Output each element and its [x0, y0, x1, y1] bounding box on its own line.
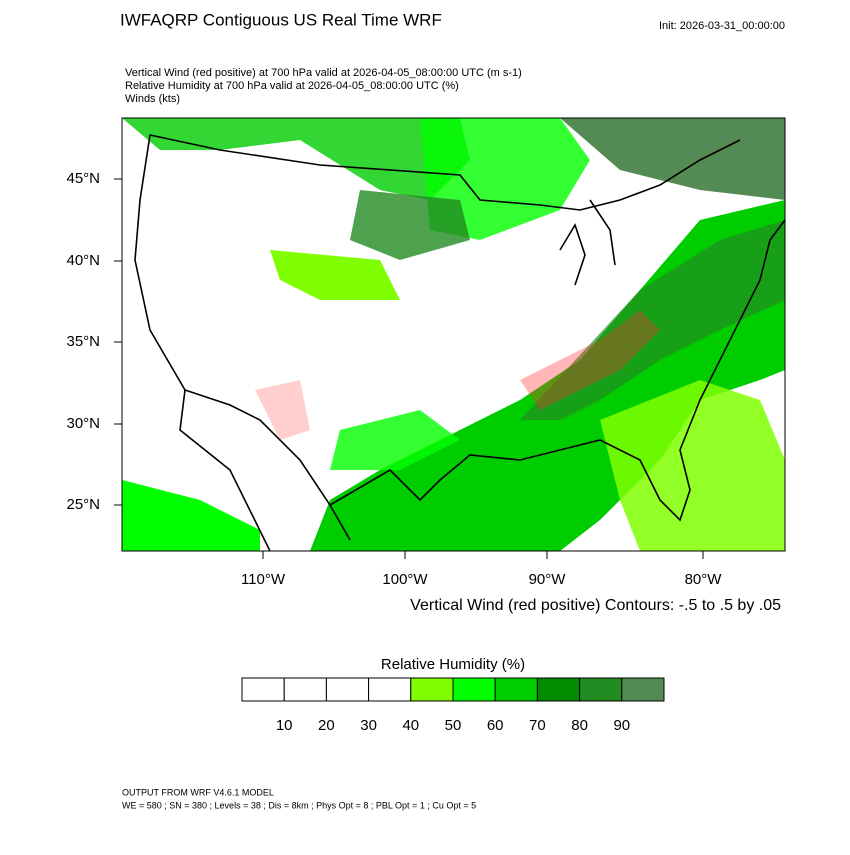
colorbar-label: 50 — [445, 717, 462, 734]
colorbar-swatch — [621, 677, 665, 702]
colorbar-swatch — [452, 677, 496, 702]
colorbar-swatch — [536, 677, 581, 702]
colorbar-label: 80 — [571, 717, 588, 734]
footer-line: WE = 580 ; SN = 380 ; Levels = 38 ; Dis … — [122, 800, 476, 810]
lat-label: 40°N — [66, 252, 100, 269]
lat-label: 35°N — [66, 333, 100, 350]
colorbar-swatch — [579, 677, 623, 702]
colorbar-swatch — [410, 677, 454, 702]
map-area — [121, 117, 786, 552]
colorbar-swatch — [325, 677, 370, 702]
colorbar-swatch — [368, 677, 412, 702]
colorbar-label: 70 — [529, 717, 546, 734]
footer-line: OUTPUT FROM WRF V4.6.1 MODEL — [122, 787, 274, 797]
colorbar-label: 40 — [402, 717, 419, 734]
contour-note: Vertical Wind (red positive) Contours: -… — [410, 597, 781, 614]
colorbar-swatch — [494, 677, 538, 702]
lat-label: 25°N — [66, 496, 100, 513]
header-line: Relative Humidity at 700 hPa valid at 20… — [125, 80, 459, 92]
colorbar-label: 10 — [276, 717, 293, 734]
colorbar-swatch — [283, 677, 327, 702]
colorbar-swatch — [241, 677, 285, 702]
lat-label: 45°N — [66, 170, 100, 187]
boundaries — [134, 134, 785, 551]
title: IWFAQRP Contiguous US Real Time WRF — [120, 10, 442, 29]
colorbar-label: 60 — [487, 717, 504, 734]
lat-label: 30°N — [66, 415, 100, 432]
colorbar-label: 90 — [613, 717, 630, 734]
map-frame — [121, 117, 786, 552]
colorbar-title: Relative Humidity (%) — [381, 656, 525, 673]
header-line: Winds (kts) — [125, 93, 180, 105]
colorbar-label: 20 — [318, 717, 335, 734]
lon-label: 110°W — [241, 571, 286, 588]
lon-label: 90°W — [529, 571, 567, 588]
lon-label: 80°W — [685, 571, 723, 588]
humidity-fill — [122, 118, 785, 551]
lon-label: 100°W — [382, 571, 428, 588]
header-line: Vertical Wind (red positive) at 700 hPa … — [125, 67, 522, 79]
colorbar-label: 30 — [360, 717, 377, 734]
init-time: Init: 2026-03-31_00:00:00 — [659, 20, 785, 32]
